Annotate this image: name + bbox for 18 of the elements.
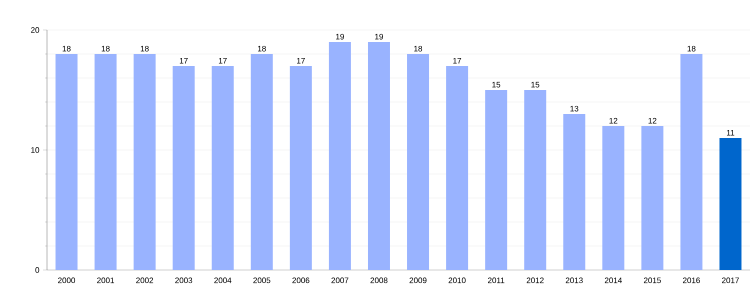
bar	[641, 126, 664, 270]
bar	[94, 54, 117, 270]
bar	[485, 90, 508, 270]
bar	[368, 42, 390, 270]
bar	[719, 138, 742, 270]
bar	[680, 54, 702, 270]
bar	[524, 90, 546, 270]
bar	[212, 66, 234, 270]
bar	[172, 66, 195, 270]
bar	[290, 66, 312, 270]
bar	[407, 54, 430, 270]
bar	[56, 54, 78, 270]
bar	[602, 126, 624, 270]
bar	[250, 54, 273, 270]
bar	[134, 54, 156, 270]
bar	[446, 66, 468, 270]
bar	[328, 42, 351, 270]
bar	[563, 114, 586, 270]
